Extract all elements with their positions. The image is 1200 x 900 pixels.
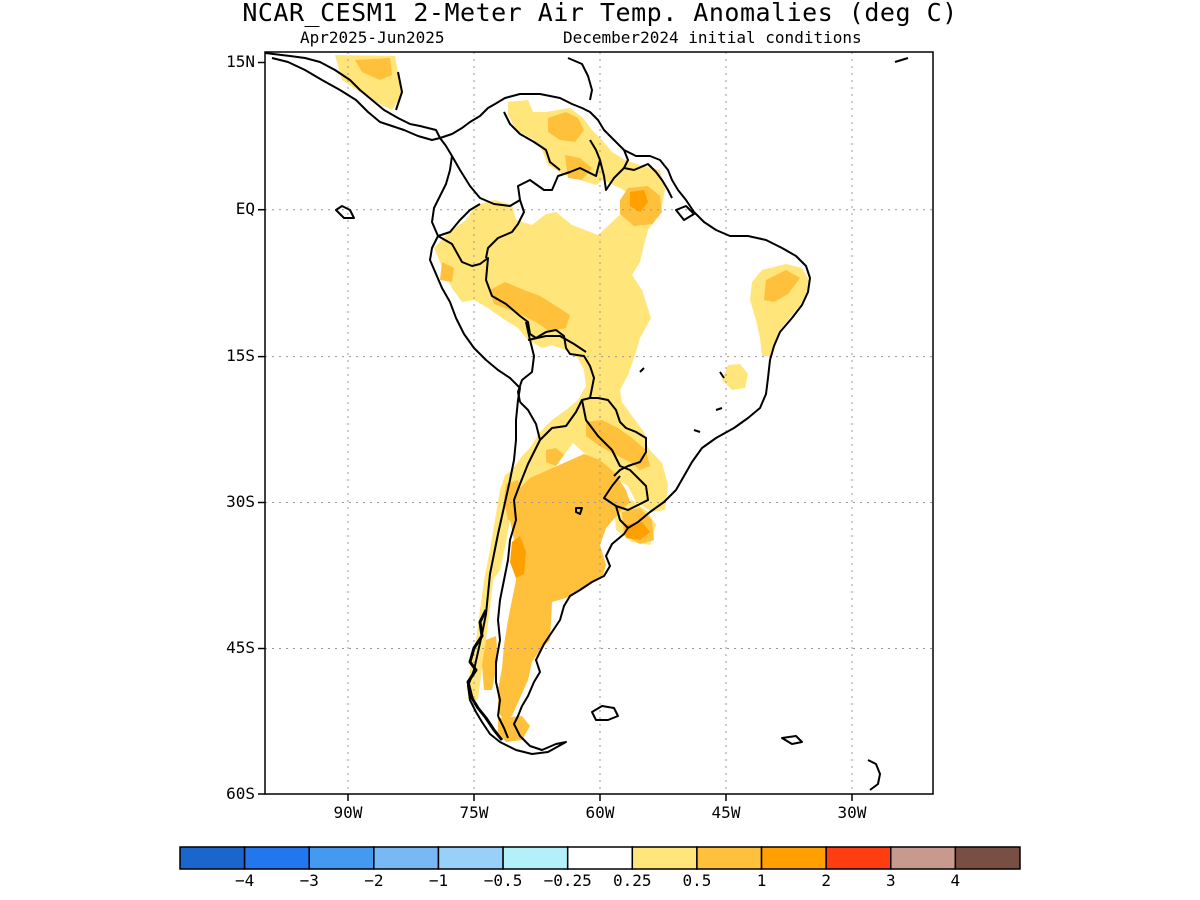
colorbar-label: −0.5 [483, 871, 523, 890]
forecast-period: Apr2025-Jun2025 [300, 28, 445, 47]
colorbar-swatch [760, 846, 827, 870]
lon-label-60w: 60W [585, 803, 615, 822]
colorbar-swatch [243, 846, 310, 870]
colorbar-swatch [179, 846, 246, 870]
coastlines [265, 52, 909, 791]
lon-label-30w: 30W [837, 803, 867, 822]
colorbar-swatch [631, 846, 698, 870]
colorbar-swatch [373, 846, 440, 870]
initial-conditions: December2024 initial conditions [563, 28, 862, 47]
lat-label-15s: 15S [226, 346, 255, 365]
colorbar-swatch [437, 846, 504, 870]
lat-label-15n: 15N [226, 52, 255, 71]
colorbar-label: 1 [756, 871, 767, 890]
lat-label-45s: 45S [226, 638, 255, 657]
lon-label-90w: 90W [333, 803, 363, 822]
axis-ticks [258, 61, 853, 801]
colorbar-label: 4 [950, 871, 961, 890]
colorbar-swatch [825, 846, 892, 870]
lat-label-eq: EQ [235, 199, 255, 218]
colorbar-label: 2 [821, 871, 831, 890]
anomaly-light-yellow [335, 55, 810, 700]
anomaly-shading [335, 55, 810, 742]
anomaly-orange [355, 58, 800, 742]
colorbar [179, 846, 1021, 870]
colorbar-label: −2 [364, 871, 384, 890]
anomaly-dark-orange [510, 190, 650, 578]
colorbar-swatch [502, 846, 569, 870]
colorbar-label: −3 [299, 871, 319, 890]
lon-label-75w: 75W [459, 803, 489, 822]
colorbar-swatch [308, 846, 375, 870]
plot-frame [264, 51, 934, 795]
colorbar-label: −0.25 [543, 871, 592, 890]
colorbar-label: 0.5 [682, 871, 712, 890]
lat-label-30s: 30S [226, 492, 255, 511]
lat-lon-grid [265, 52, 933, 794]
colorbar-label: 3 [885, 871, 896, 890]
lon-label-45w: 45W [711, 803, 741, 822]
colorbar-swatch [696, 846, 763, 870]
colorbar-swatch [890, 846, 957, 870]
colorbar-label: 0.25 [613, 871, 652, 890]
lat-label-60s: 60S [226, 784, 255, 803]
colorbar-label: −1 [428, 871, 449, 890]
colorbar-swatch [954, 846, 1021, 870]
map-title: NCAR_CESM1 2-Meter Air Temp. Anomalies (… [242, 0, 958, 27]
colorbar-label: −4 [234, 871, 255, 890]
colorbar-swatch [566, 846, 634, 870]
